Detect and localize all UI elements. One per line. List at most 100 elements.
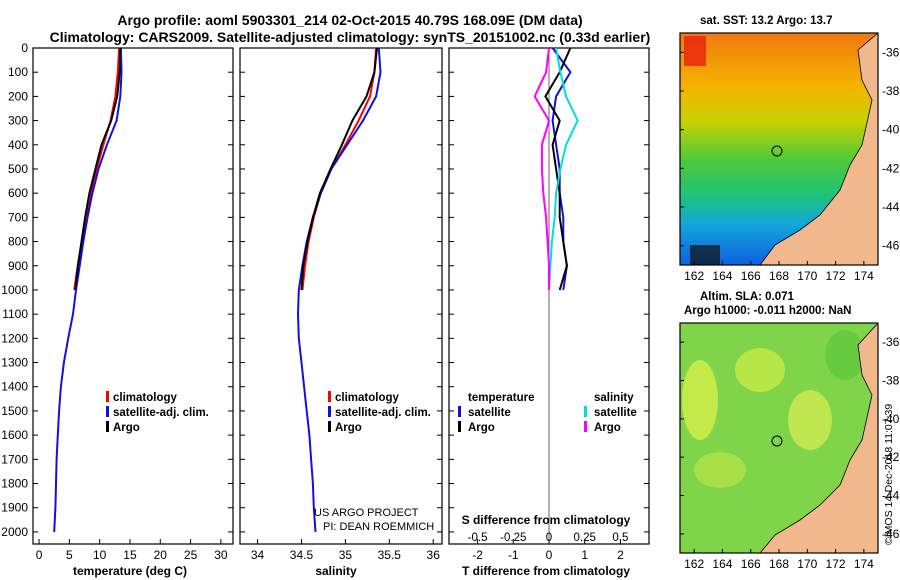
legend2-argo-swatch bbox=[328, 421, 331, 432]
x-tick-label: 20 bbox=[154, 548, 168, 562]
series-temperature-argo bbox=[544, 47, 572, 291]
sst-missing-patch bbox=[690, 245, 720, 265]
s-tick-label: 0.25 bbox=[574, 532, 596, 544]
legend3-temperature: temperature bbox=[468, 392, 534, 404]
map-x-tick-label: 170 bbox=[797, 557, 817, 571]
credit-line-1: US ARGO PROJECT bbox=[314, 507, 419, 519]
map-x-tick-label: 162 bbox=[684, 557, 704, 571]
x-tick-label: 36 bbox=[427, 548, 441, 562]
depth-label: 600 bbox=[8, 186, 28, 200]
temperature-legend: climatology satellite-adj. clim. Argo bbox=[106, 391, 209, 434]
series-argo bbox=[300, 47, 378, 291]
legend-satellite-swatch bbox=[106, 406, 109, 417]
salinity-legend: climatology satellite-adj. clim. Argo bbox=[328, 391, 431, 434]
map-x-tick-label: 174 bbox=[854, 269, 874, 283]
x-tick-label: 30 bbox=[214, 548, 228, 562]
x-tick-label: 10 bbox=[93, 548, 107, 562]
salinity-frame bbox=[239, 47, 443, 545]
credit-line-2: PI: DEAN ROEMMICH bbox=[323, 521, 434, 533]
depth-label: 1300 bbox=[1, 356, 28, 370]
series-argo bbox=[74, 47, 122, 291]
depth-label: 1800 bbox=[1, 477, 28, 491]
legend-climatology: climatology bbox=[113, 392, 178, 404]
depth-label: 1200 bbox=[1, 331, 28, 345]
salinity-panel: 34 34.5 35 35.5 36 bbox=[239, 47, 443, 562]
sst-warm-patch bbox=[684, 36, 706, 66]
map-y-tick-label: -46 bbox=[882, 527, 900, 541]
map-y-tick-label: -42 bbox=[882, 450, 900, 464]
map-x-tick-label: 164 bbox=[712, 269, 732, 283]
map-y-tick-label: -44 bbox=[882, 489, 900, 503]
depth-label: 0 bbox=[21, 41, 28, 55]
x-tick-label: -1 bbox=[508, 548, 519, 562]
sla-title-2: Argo h1000: -0.011 h2000: NaN bbox=[684, 305, 852, 317]
map-y-tick-label: -38 bbox=[882, 374, 900, 388]
map-x-tick-label: 170 bbox=[797, 269, 817, 283]
title-line-2: Climatology: CARS2009. Satellite-adjuste… bbox=[49, 29, 651, 45]
s-diff-xlabel: S difference from climatology bbox=[462, 513, 631, 527]
map-y-tick-label: -42 bbox=[882, 161, 900, 175]
s-tick-label: 0.5 bbox=[612, 532, 628, 544]
sst-float-marker bbox=[771, 145, 783, 157]
map-y-tick-label: -36 bbox=[882, 45, 900, 59]
t-diff-xlabel: T difference from climatology bbox=[462, 564, 630, 578]
legend3-s-satellite-swatch bbox=[584, 406, 587, 417]
series-salinity-Argo bbox=[533, 47, 551, 290]
map-x-tick-label: 166 bbox=[741, 269, 761, 283]
map-x-tick-label: 174 bbox=[854, 557, 874, 571]
legend3-t-satellite-swatch bbox=[458, 406, 461, 417]
series-satellite-adj-clim- bbox=[296, 47, 382, 532]
map-x-tick-label: 168 bbox=[769, 269, 789, 283]
depth-label: 500 bbox=[8, 162, 28, 176]
map-y-tick-label: -40 bbox=[882, 412, 900, 426]
legend2-climatology-swatch bbox=[328, 391, 331, 402]
depth-label: 1400 bbox=[1, 380, 28, 394]
legend-argo-swatch bbox=[106, 421, 109, 432]
x-tick-label: 0 bbox=[546, 548, 553, 562]
legend-satellite: satellite-adj. clim. bbox=[113, 407, 209, 419]
x-tick-label: 2 bbox=[617, 548, 624, 562]
series-salinity-satellite bbox=[548, 47, 579, 291]
depth-axis: 0 100 200 300 400 500 600 700 800 900 1000 1100 1200… bbox=[1, 41, 28, 539]
depth-label: 900 bbox=[8, 259, 28, 273]
legend3-s-argo-swatch bbox=[584, 421, 587, 432]
x-tick-label: 34 bbox=[251, 548, 265, 562]
legend2-satellite-swatch bbox=[328, 406, 331, 417]
depth-label: 1700 bbox=[1, 452, 28, 466]
imos-footer: ©IMOS 14-Dec-2018 11:07:39 bbox=[883, 404, 895, 545]
temperature-xlabel: temperature (deg C) bbox=[73, 564, 187, 578]
series-climatology bbox=[301, 47, 378, 291]
depth-label: 1500 bbox=[1, 404, 28, 418]
legend2-climatology: climatology bbox=[335, 392, 400, 404]
sst-map: 162 164 166 168 170 172 174 -36 -38 -40 -42 -44 -46 bbox=[679, 32, 900, 283]
depth-label: 700 bbox=[8, 210, 28, 224]
salinity-xlabel: salinity bbox=[315, 564, 357, 578]
depth-label: 1100 bbox=[2, 307, 28, 321]
title-line-1: Argo profile: aoml 5903301_214 02-Oct-20… bbox=[117, 12, 583, 28]
legend-climatology-swatch bbox=[106, 391, 109, 402]
x-tick-label: 34.5 bbox=[290, 548, 314, 562]
depth-label: 400 bbox=[8, 138, 28, 152]
map-x-tick-label: 162 bbox=[684, 269, 704, 283]
temperature-panel: 0 5 10 15 20 25 30 bbox=[32, 47, 234, 562]
sla-map: 162 164 166 168 170 172 174 -36 -38 -40 -42 -44 -46 bbox=[679, 322, 900, 571]
legend3-s-satellite: satellite bbox=[594, 407, 637, 419]
land-mass-sla bbox=[759, 323, 878, 553]
map-y-tick-label: -44 bbox=[882, 200, 900, 214]
s-tick-label: -0.25 bbox=[500, 532, 526, 544]
x-tick-label: -2 bbox=[472, 548, 483, 562]
legend2-argo: Argo bbox=[335, 422, 362, 434]
x-tick-label: 5 bbox=[66, 548, 73, 562]
map-x-tick-label: 172 bbox=[826, 557, 846, 571]
x-tick-label: 35 bbox=[339, 548, 353, 562]
depth-label: 200 bbox=[8, 89, 28, 103]
x-tick-label: 15 bbox=[123, 548, 137, 562]
depth-label: 100 bbox=[8, 65, 28, 79]
depth-label: 1600 bbox=[1, 428, 28, 442]
legend-argo: Argo bbox=[113, 422, 140, 434]
depth-label: 2000 bbox=[1, 525, 28, 539]
depth-label: 800 bbox=[8, 235, 28, 249]
sst-map-title: sat. SST: 13.2 Argo: 13.7 bbox=[700, 15, 833, 27]
depth-label: 1900 bbox=[1, 501, 28, 515]
